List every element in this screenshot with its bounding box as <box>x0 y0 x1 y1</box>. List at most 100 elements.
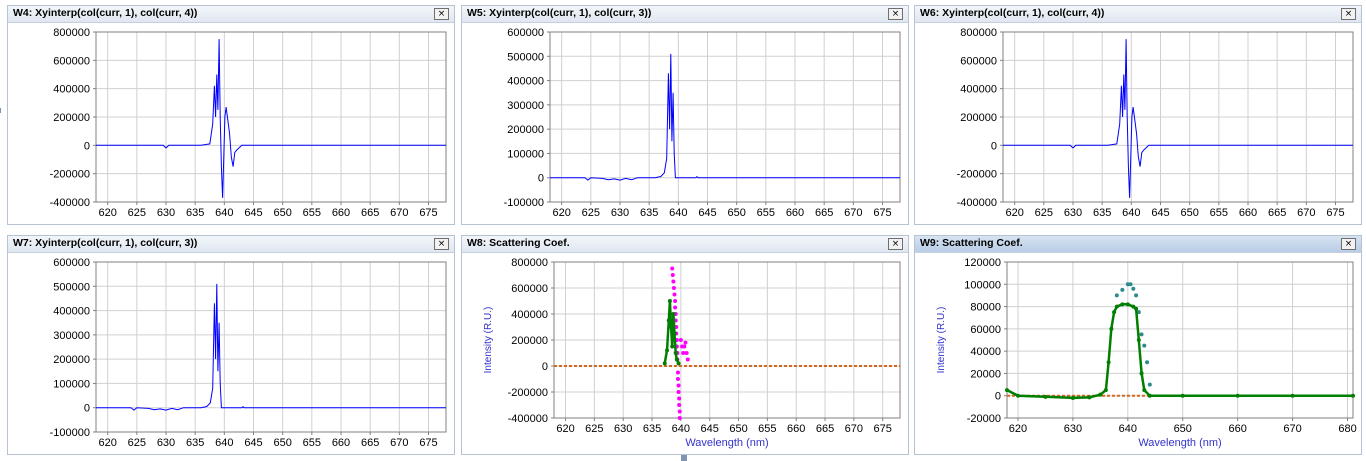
data-point <box>669 325 674 329</box>
x-tick-label: 630 <box>1064 207 1082 219</box>
data-point <box>1139 371 1144 376</box>
data-point <box>677 416 682 420</box>
window-title: W9: Scattering Coef. <box>920 237 1023 249</box>
x-tick-label: 655 <box>303 207 321 219</box>
x-tick-label: 665 <box>361 207 379 219</box>
data-point <box>1103 388 1108 393</box>
x-tick-label: 650 <box>1180 207 1198 219</box>
data-point <box>1180 393 1185 398</box>
y-tick-label: 200000 <box>960 112 997 124</box>
y-tick-label: 500000 <box>507 51 544 63</box>
data-point <box>1120 302 1125 307</box>
x-tick-label: 660 <box>1239 207 1257 219</box>
data-point <box>676 361 681 366</box>
close-icon[interactable]: × <box>434 238 449 250</box>
x-tick-label: 640 <box>672 423 690 435</box>
y-tick-label: 100000 <box>53 378 90 390</box>
y-axis-label: Intensity (R.U.) <box>936 307 947 374</box>
y-tick-label: 300000 <box>53 330 90 342</box>
window-title: W6: Xyinterp(col(curr, 1), col(curr, 4)) <box>920 7 1105 19</box>
data-point <box>672 331 677 336</box>
y-tick-label: -200000 <box>50 169 90 181</box>
data-point <box>672 292 677 297</box>
x-tick-label: 635 <box>643 423 661 435</box>
data-point <box>674 357 679 362</box>
window-w8[interactable]: W8: Scattering Coef. × -400000 -200000 0 20… <box>461 235 909 455</box>
y-tick-label: 800000 <box>53 27 90 39</box>
x-tick-label: 650 <box>727 207 745 219</box>
x-tick-label: 650 <box>729 423 747 435</box>
y-tick-label: 0 <box>542 361 548 373</box>
x-tick-label: 625 <box>582 207 600 219</box>
x-tick-label: 665 <box>815 207 833 219</box>
x-tick-label: 630 <box>157 437 175 449</box>
x-tick-label: 625 <box>128 437 146 449</box>
x-tick-label: 650 <box>273 437 291 449</box>
y-tick-label: 500000 <box>53 281 90 293</box>
x-tick-label: 645 <box>701 423 719 435</box>
x-tick-label: 660 <box>786 207 804 219</box>
series-line <box>96 283 446 411</box>
chart-w8: -400000 -200000 0 200000 400000 600000 800000 6… <box>483 257 901 449</box>
window-titlebar[interactable]: W4: Xyinterp(col(curr, 1), col(curr, 4))… <box>8 6 454 23</box>
data-point <box>670 266 675 271</box>
window-titlebar[interactable]: W8: Scattering Coef. × <box>462 236 908 253</box>
y-tick-label: -400000 <box>957 197 997 209</box>
window-w4[interactable]: W4: Xyinterp(col(curr, 1), col(curr, 4))… <box>7 5 455 225</box>
window-w7[interactable]: W7: Xyinterp(col(curr, 1), col(curr, 3))… <box>7 235 455 455</box>
x-tick-label: 645 <box>1151 207 1169 219</box>
resize-handle[interactable] <box>681 455 687 461</box>
chart-w4: -400000 -200000 0 200000 400000 600000 800000 6… <box>50 27 447 219</box>
data-point <box>1087 395 1092 400</box>
close-icon[interactable]: × <box>1341 238 1356 250</box>
data-point <box>1145 360 1150 365</box>
window-title: W5: Xyinterp(col(curr, 1), col(curr, 3)) <box>467 7 652 19</box>
window-w6[interactable]: W6: Xyinterp(col(curr, 1), col(curr, 4))… <box>914 5 1362 225</box>
data-point <box>684 351 689 355</box>
y-tick-label: 20000 <box>970 368 1001 380</box>
close-icon[interactable]: × <box>888 238 903 250</box>
data-point <box>670 273 675 277</box>
x-tick-label: 675 <box>419 437 437 449</box>
window-titlebar[interactable]: W9: Scattering Coef. × <box>915 236 1361 253</box>
window-titlebar[interactable]: W6: Xyinterp(col(curr, 1), col(curr, 4))… <box>915 6 1361 23</box>
window-titlebar[interactable]: W5: Xyinterp(col(curr, 1), col(curr, 3))… <box>462 6 908 23</box>
data-point <box>671 286 676 290</box>
x-tick-label: 660 <box>332 207 350 219</box>
y-axis-label: Intensity (R.U.) <box>483 307 494 374</box>
y-tick-label: -100000 <box>50 427 90 439</box>
x-tick-label: 670 <box>845 423 863 435</box>
x-tick-label: 675 <box>1326 207 1344 219</box>
data-point <box>1070 395 1075 400</box>
close-icon[interactable]: × <box>888 8 903 20</box>
x-tick-label: 630 <box>1064 423 1082 435</box>
plot-frame <box>1006 261 1354 419</box>
y-tick-label: 40000 <box>970 346 1001 358</box>
x-tick-label: 620 <box>1009 423 1027 435</box>
x-tick-label: 625 <box>1035 207 1053 219</box>
window-edge-marker <box>0 108 1 113</box>
data-point <box>667 299 672 303</box>
data-point <box>671 279 676 284</box>
window-w9[interactable]: W9: Scattering Coef. × -20000 0 20000 40000… <box>914 235 1362 455</box>
x-tick-label: 665 <box>1268 207 1286 219</box>
x-tick-label: 630 <box>611 207 629 219</box>
data-point <box>1125 282 1130 287</box>
data-point <box>673 351 678 355</box>
plot-frame <box>95 261 447 433</box>
x-tick-label: 620 <box>98 207 116 219</box>
x-tick-label: 665 <box>816 423 834 435</box>
y-tick-label: -20000 <box>967 413 1001 425</box>
x-tick-label: 655 <box>757 207 775 219</box>
window-titlebar[interactable]: W7: Xyinterp(col(curr, 1), col(curr, 3))… <box>8 236 454 253</box>
close-icon[interactable]: × <box>434 8 449 20</box>
window-w5[interactable]: W5: Xyinterp(col(curr, 1), col(curr, 3))… <box>461 5 909 225</box>
data-point <box>1109 326 1114 331</box>
y-tick-label: 0 <box>538 173 544 185</box>
x-tick-label: 645 <box>244 437 262 449</box>
x-tick-label: 655 <box>1210 207 1228 219</box>
y-tick-label: -400000 <box>50 197 90 209</box>
data-point <box>1147 393 1152 398</box>
x-tick-label: 630 <box>157 207 175 219</box>
close-icon[interactable]: × <box>1341 8 1356 20</box>
